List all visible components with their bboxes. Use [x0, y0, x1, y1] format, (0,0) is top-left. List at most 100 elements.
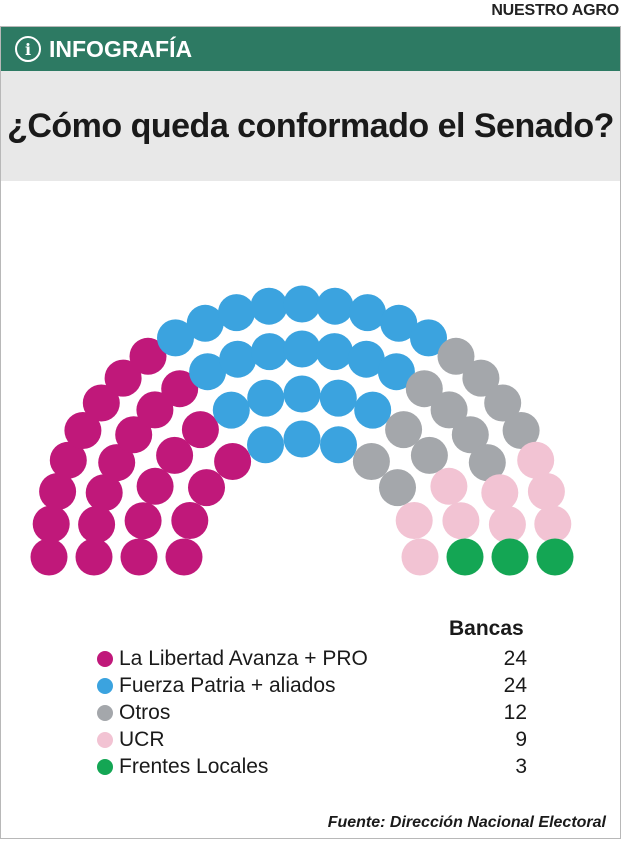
seat-dot [283, 375, 321, 413]
seat-dot [136, 391, 174, 429]
info-icon: i [15, 36, 41, 62]
seat-dot [430, 467, 468, 505]
seat-dot [49, 441, 87, 479]
legend-swatch [97, 731, 113, 748]
seat-dot [491, 538, 529, 576]
chart-title: ¿Cómo queda conformado el Senado? [7, 106, 614, 145]
seat-dot [186, 304, 224, 342]
seat-dot [85, 474, 123, 512]
seat-dot [395, 502, 433, 539]
seat-dot [124, 502, 162, 540]
seat-dot [129, 337, 167, 375]
seat-dot [534, 505, 572, 543]
seat-dot [430, 391, 468, 429]
legend-value: 24 [503, 646, 527, 670]
seat-dot [468, 444, 506, 482]
seat-dot [104, 359, 142, 397]
seat-dot [120, 538, 158, 576]
seat-dot [349, 294, 386, 332]
seat-dot [115, 416, 153, 454]
seat-dot [410, 436, 448, 474]
seat-dot [82, 384, 120, 422]
legend-label: La Libertad Avanza + PRO [119, 646, 368, 670]
infographic-banner: i INFOGRAFÍA [1, 27, 620, 71]
seat-dot [156, 436, 194, 474]
legend-label: Frentes Locales [119, 754, 269, 778]
seat-dot [410, 319, 447, 357]
seat-dot [171, 502, 209, 539]
seat-dot [380, 304, 418, 342]
title-band: ¿Cómo queda conformado el Senado? [1, 71, 620, 181]
seat-dot [157, 319, 194, 357]
legend-item: UCR 9 [97, 726, 527, 753]
seat-dot [218, 294, 255, 332]
legend-value: 9 [515, 727, 527, 751]
seat-dot [214, 443, 252, 480]
seat-dot [189, 353, 227, 391]
legend-swatch [97, 704, 113, 721]
legend-swatch [97, 758, 113, 775]
seat-dot [247, 426, 284, 464]
seat-dot [481, 474, 519, 512]
legend-label: Fuerza Patria + aliados [119, 673, 336, 697]
seat-dot [251, 333, 288, 371]
legend-item: La Libertad Avanza + PRO 24 [97, 645, 527, 672]
seat-dot [316, 287, 354, 325]
legend-swatch [97, 677, 113, 694]
seat-dot [377, 353, 415, 391]
seat-dot [319, 379, 357, 417]
seat-dot [64, 412, 102, 449]
seat-dot [98, 444, 136, 482]
seat-dot [462, 359, 500, 397]
seat-dot [136, 467, 174, 505]
seat-dot [39, 473, 77, 510]
seat-dot [517, 441, 555, 479]
legend-swatch [97, 650, 113, 667]
legend-label: UCR [119, 727, 165, 751]
seat-dot [385, 411, 423, 449]
banner-label: INFOGRAFÍA [49, 35, 193, 62]
seat-dot [78, 506, 116, 543]
seat-dot [212, 391, 250, 429]
seat-dot [32, 505, 70, 543]
parliament-chart [30, 285, 574, 576]
brand-name: NUESTRO AGRO [491, 2, 619, 19]
legend-value: 3 [515, 754, 527, 778]
seat-dot [283, 330, 321, 368]
seat-dot [161, 370, 199, 408]
legend-label: Otros [119, 700, 171, 724]
seat-dot [320, 426, 357, 464]
seat-dot [437, 337, 475, 375]
seat-dot [283, 420, 321, 458]
seat-dot [379, 469, 416, 507]
seat-dot [181, 411, 219, 449]
legend-value: 24 [503, 673, 527, 697]
seat-dot [446, 538, 484, 576]
seat-dot [30, 538, 68, 576]
infographic-card: i INFOGRAFÍA ¿Cómo queda conformado el S… [0, 26, 621, 839]
seat-dot [250, 287, 288, 325]
seat-dot [527, 473, 565, 510]
seat-dot [484, 384, 522, 422]
seat-dot [247, 379, 285, 417]
legend-header: Bancas [449, 617, 524, 640]
source-note: Fuente: Dirección Nacional Electoral [327, 814, 606, 831]
seat-dot [75, 538, 113, 576]
seat-dot [165, 538, 203, 576]
seat-dot [502, 412, 540, 449]
legend-item: Fuerza Patria + aliados 24 [97, 672, 527, 699]
seat-dot [219, 340, 257, 378]
seat-dot [316, 333, 353, 371]
legend-item: Frentes Locales 3 [97, 753, 527, 780]
seat-dot [188, 469, 225, 507]
seat-dot [347, 340, 385, 378]
seat-dot [488, 506, 526, 543]
seat-dot [283, 285, 321, 323]
seat-dot [451, 416, 489, 454]
seat-dot [536, 538, 574, 576]
seat-dot [352, 443, 390, 480]
seat-dot [442, 502, 480, 540]
legend-value: 12 [503, 700, 527, 724]
legend-item: Otros 12 [97, 699, 527, 726]
seat-dot [405, 370, 443, 408]
